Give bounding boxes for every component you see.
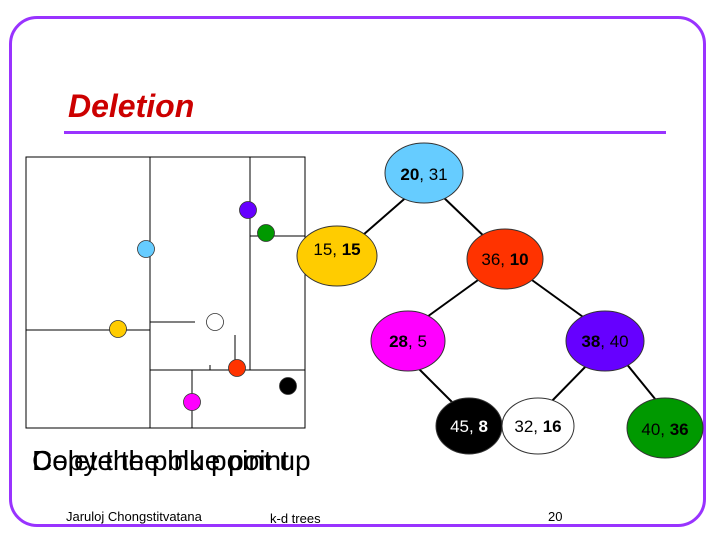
point-black: [279, 377, 297, 395]
point-pink: [183, 393, 201, 411]
node-shape: [626, 397, 704, 459]
node-label: 28, 5: [389, 332, 427, 351]
point-purple: [239, 201, 257, 219]
footer-author: Jaruloj Chongstitvatana: [66, 509, 202, 524]
plane-border: [25, 156, 306, 429]
tree-node: 28, 5: [370, 310, 446, 372]
node-label: 38, 40: [581, 332, 628, 351]
tree-node: 32, 16: [501, 397, 575, 455]
tree-node: 20, 31: [384, 142, 464, 204]
footer-topic: k-d trees: [270, 511, 321, 526]
edge-36-28: [419, 274, 486, 323]
node-label: 15, 15: [313, 240, 360, 259]
tree-nodes: 20, 31 15, 15 36, 10 28, 5 38, 40 45, 8 …: [296, 142, 704, 459]
plane-points: [109, 201, 297, 411]
tree-node: 38, 40: [565, 310, 645, 372]
node-shape: [466, 228, 544, 290]
slide-title: Deletion: [68, 88, 195, 124]
node-label: 32, 16: [514, 417, 561, 436]
caption-copy: Copy the pink point up: [32, 445, 311, 476]
slide-frame: [9, 16, 706, 527]
node-shape: [501, 397, 575, 455]
tree-node: 36, 10: [466, 228, 544, 290]
edge-38-32: [547, 361, 591, 406]
edge-36-38: [524, 274, 591, 323]
node-label: 40, 36: [641, 420, 688, 439]
tree-node: 40, 36: [626, 397, 704, 459]
node-shape: [370, 310, 446, 372]
title-rule: [64, 131, 666, 134]
page-number: 20: [548, 509, 563, 524]
point-white: [206, 313, 224, 331]
point-light-blue: [137, 240, 155, 258]
node-label: 36, 10: [481, 250, 528, 269]
tree-node: 15, 15: [296, 225, 378, 287]
point-yellow: [109, 320, 127, 338]
tree-edges: [354, 193, 661, 406]
node-shape: [565, 310, 645, 372]
partition-plane: [25, 156, 306, 429]
edge-38-40: [624, 361, 661, 406]
edge-root-right: [439, 193, 491, 243]
node-shape: [296, 225, 378, 287]
node-label: 20, 31: [400, 165, 447, 184]
node-label: 45, 8: [450, 417, 488, 436]
point-green: [257, 224, 275, 242]
node-shape: [384, 142, 464, 204]
point-red: [228, 359, 246, 377]
caption-delete: Delete the blue point: [32, 445, 289, 476]
tree-node: 45, 8: [435, 397, 503, 455]
